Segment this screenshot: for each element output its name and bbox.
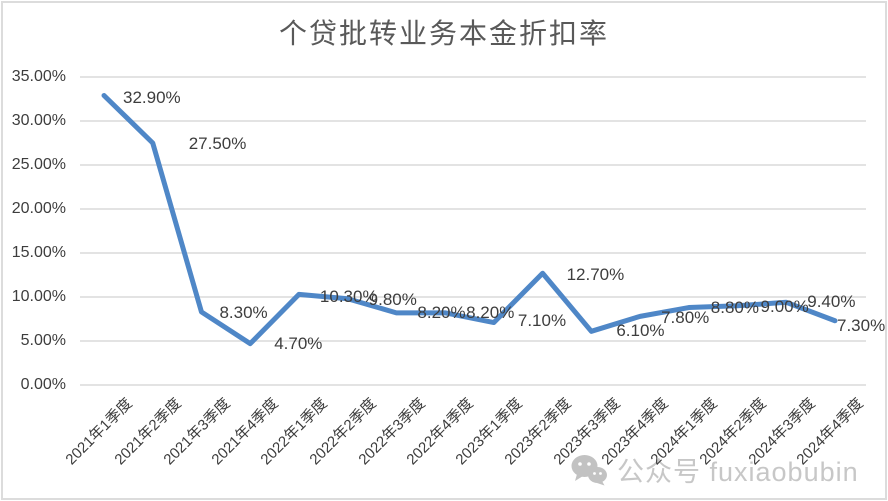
watermark: 公众号 fuxiaobubin	[571, 450, 859, 489]
chart-title: 个贷批转业务本金折扣率	[278, 19, 609, 50]
watermark-text: 公众号 fuxiaobubin	[617, 457, 859, 487]
data-series-line	[101, 92, 838, 347]
wechat-icon	[571, 454, 607, 485]
